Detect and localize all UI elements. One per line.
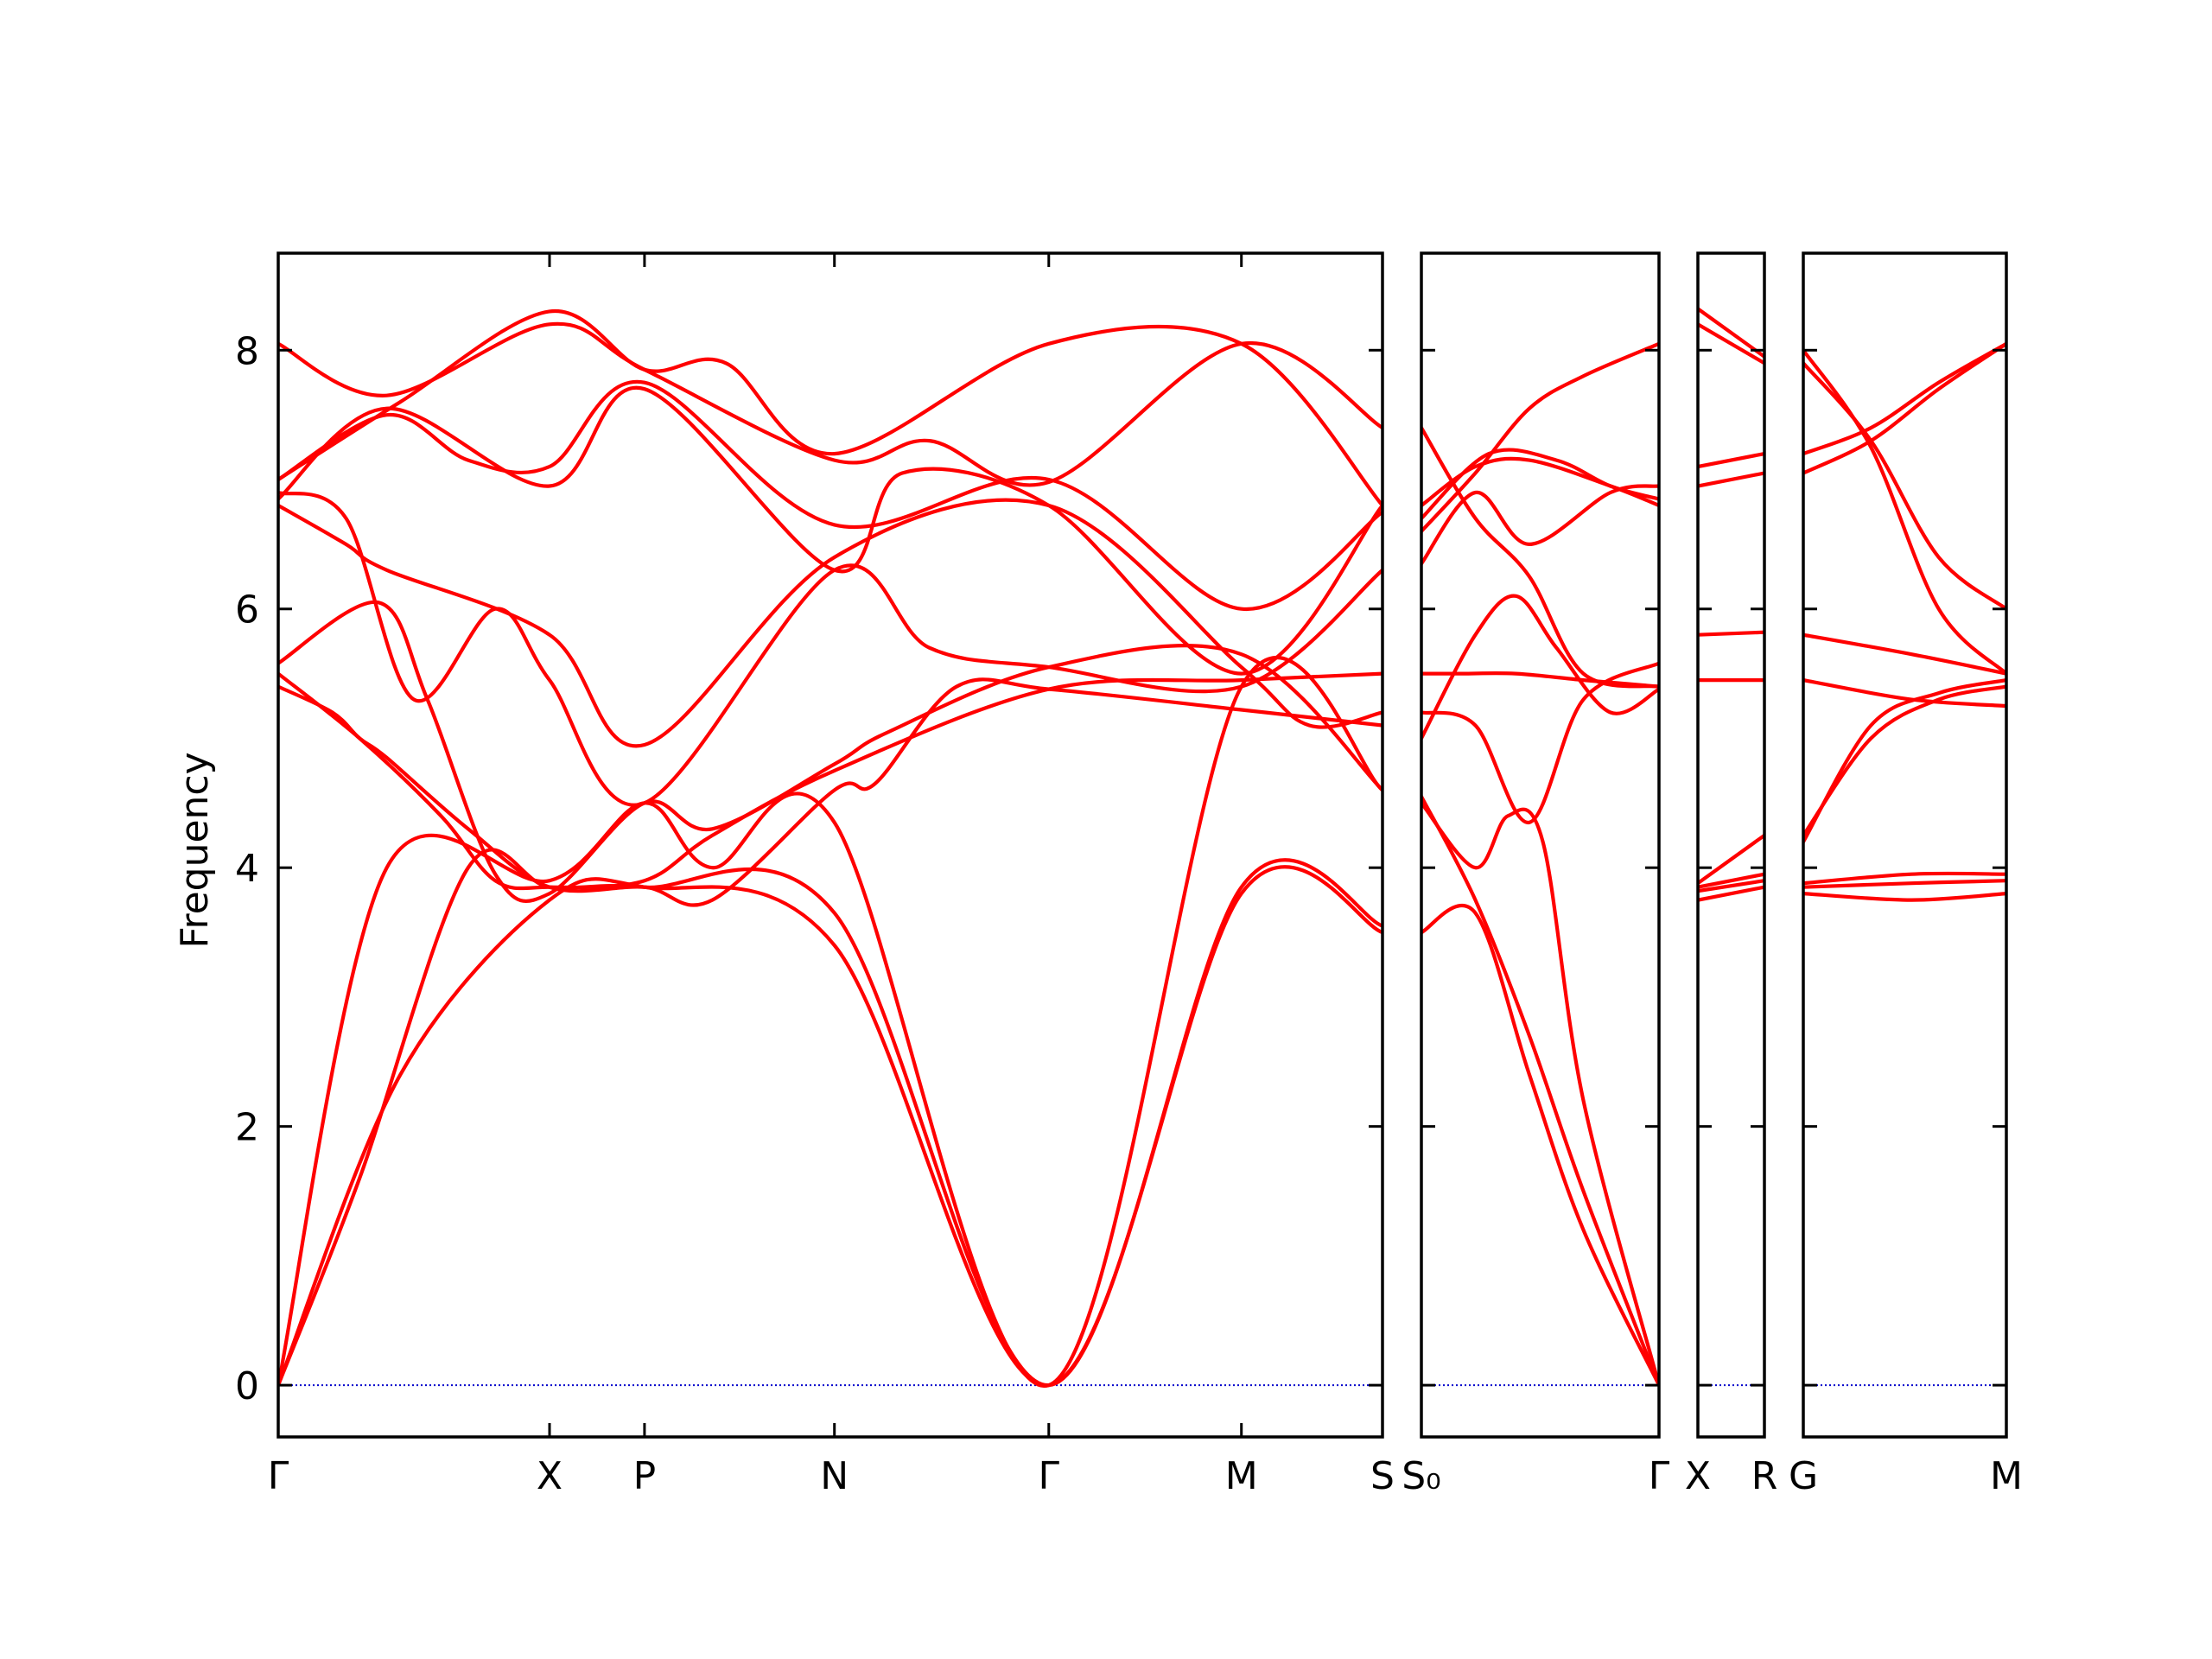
band-line-10	[1698, 307, 1764, 359]
panel-frame	[1420, 251, 1661, 1439]
band-line-5	[278, 671, 1382, 891]
band-line-10	[278, 385, 1382, 676]
band-line-2	[1698, 879, 1764, 893]
band-line-12	[278, 309, 1382, 508]
band-line-9	[1803, 341, 2006, 456]
x-tick-label: R	[1751, 1454, 1778, 1498]
band-line-8	[1698, 451, 1764, 469]
x-tick-label: G	[1789, 1454, 1818, 1498]
y-tick-label: 2	[235, 1106, 259, 1150]
band-line-1	[1421, 904, 1659, 1388]
band-line-5	[1803, 684, 2006, 837]
panel-frame	[276, 251, 1384, 1439]
panel-frame	[1696, 251, 1766, 1439]
band-line-11	[1803, 348, 2006, 676]
band-line-2	[1803, 879, 2006, 889]
band-line-1	[1698, 885, 1764, 902]
band-line-7	[1803, 632, 2006, 676]
x-tick-label: N	[820, 1454, 849, 1498]
band-line-9	[278, 379, 1382, 611]
band-line-3	[1803, 871, 2006, 886]
band-line-6	[1803, 678, 2006, 709]
band-line-1	[1803, 892, 2006, 902]
panel-1: Γ X P N Γ M S 0 2 4 6 8	[235, 251, 1395, 1498]
bands-group	[1803, 341, 2006, 902]
y-tick-label: 0	[235, 1364, 259, 1408]
x-tick-label: Γ	[268, 1454, 289, 1498]
band-line-9	[1698, 322, 1764, 365]
x-tick-label: X	[1685, 1454, 1711, 1498]
x-tick-label: S	[1370, 1454, 1395, 1498]
band-line-7	[278, 498, 1382, 748]
band-line-8	[1421, 456, 1659, 508]
band-line-11	[278, 321, 1382, 487]
band-line-2	[278, 848, 1382, 1388]
band-line-3	[1421, 801, 1659, 1388]
panel-2: S₀ Γ	[1402, 251, 1670, 1498]
band-line-4	[1698, 833, 1764, 886]
band-line-9	[1421, 448, 1659, 520]
band-line-2	[1421, 794, 1659, 1388]
x-tick-label: Γ	[1649, 1454, 1670, 1498]
x-tick-label: Γ	[1039, 1454, 1060, 1498]
x-tick-label: M	[1225, 1454, 1258, 1498]
panel-frame	[1802, 251, 2008, 1439]
x-tick-label: M	[1990, 1454, 2023, 1498]
x-tick-label: S₀	[1402, 1454, 1441, 1498]
band-line-7	[1421, 484, 1659, 566]
bands-group	[1421, 341, 1659, 1388]
band-line-11	[1421, 426, 1659, 689]
bands-group	[278, 309, 1382, 1388]
y-tick-label: 4	[235, 847, 259, 891]
x-tick-label: X	[537, 1454, 563, 1498]
band-line-1	[278, 865, 1382, 1388]
band-line-10	[1803, 361, 2006, 611]
x-tick-label: P	[633, 1454, 657, 1498]
band-line-4	[1421, 594, 1659, 741]
bands-group	[1698, 307, 1764, 902]
band-line-8	[1803, 341, 2006, 475]
y-tick-label: 6	[235, 588, 259, 632]
band-line-10	[1421, 341, 1659, 533]
band-line-8	[278, 490, 1382, 807]
band-line-5	[1421, 671, 1659, 689]
band-line-3	[1698, 872, 1764, 889]
band-line-4	[278, 677, 1382, 907]
band-line-7	[1698, 471, 1764, 488]
band-line-3	[278, 655, 1382, 1388]
band-line-6	[1698, 630, 1764, 637]
y-axis-label: Frequency	[173, 752, 217, 948]
y-tick-label: 8	[235, 329, 259, 373]
